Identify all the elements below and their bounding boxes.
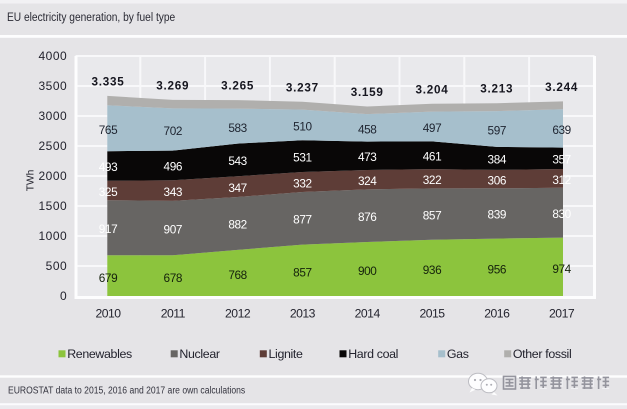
svg-text:2013: 2013 [290,307,316,321]
svg-text:384: 384 [488,153,507,167]
svg-text:1500: 1500 [38,199,67,213]
svg-text:1000: 1000 [38,229,67,243]
svg-text:877: 877 [293,213,311,227]
svg-text:956: 956 [488,263,507,277]
svg-text:3.204: 3.204 [416,83,449,96]
svg-text:583: 583 [228,121,247,135]
svg-text:500: 500 [46,259,68,273]
svg-text:917: 917 [99,222,117,236]
svg-text:543: 543 [228,154,247,168]
svg-text:876: 876 [358,210,377,224]
svg-text:Lignite: Lignite [269,347,304,361]
svg-text:312: 312 [552,173,570,187]
svg-text:2016: 2016 [484,307,510,321]
svg-text:Hard coal: Hard coal [348,347,398,361]
svg-text:3.159: 3.159 [351,86,384,99]
svg-text:496: 496 [164,160,183,174]
svg-text:839: 839 [488,208,506,222]
svg-text:2500: 2500 [38,139,67,153]
svg-text:493: 493 [99,160,118,174]
svg-text:Renewables: Renewables [67,347,132,361]
svg-text:2010: 2010 [95,307,121,321]
svg-text:332: 332 [293,176,311,190]
svg-text:2017: 2017 [549,307,575,321]
svg-text:EU electricity generation, by: EU electricity generation, by fuel type [7,11,175,24]
svg-text:768: 768 [228,268,247,282]
svg-text:765: 765 [99,123,118,137]
svg-text:473: 473 [358,150,377,164]
svg-text:974: 974 [552,262,571,276]
svg-text:357: 357 [552,153,570,167]
svg-text:3.244: 3.244 [545,81,578,94]
svg-text:830: 830 [552,207,571,221]
svg-text:4000: 4000 [38,49,67,63]
svg-text:EUROSTAT data to 2015, 2016 an: EUROSTAT data to 2015, 2016 and 2017 are… [8,384,245,396]
svg-text:3.335: 3.335 [92,75,125,88]
svg-text:3500: 3500 [38,79,67,93]
svg-text:678: 678 [164,271,183,285]
svg-text:639: 639 [552,123,570,137]
svg-text:3.265: 3.265 [221,80,254,93]
svg-text:347: 347 [228,181,246,195]
svg-text:2015: 2015 [419,307,445,321]
svg-text:936: 936 [423,263,442,277]
svg-text:531: 531 [293,150,311,164]
svg-text:3.269: 3.269 [156,79,189,92]
svg-text:3000: 3000 [38,109,67,123]
svg-text:2011: 2011 [161,307,186,321]
svg-text:324: 324 [358,174,377,188]
svg-text:2014: 2014 [355,307,381,321]
svg-text:857: 857 [423,208,441,222]
svg-text:Gas: Gas [447,347,469,361]
svg-text:2012: 2012 [225,307,251,321]
svg-text:343: 343 [164,185,183,199]
svg-text:Nuclear: Nuclear [179,347,219,361]
svg-text:458: 458 [358,123,377,137]
svg-text:907: 907 [164,222,182,236]
svg-text:497: 497 [423,121,441,135]
svg-text:325: 325 [99,185,118,199]
svg-text:Other fossil: Other fossil [513,347,571,361]
svg-text:597: 597 [488,124,506,138]
svg-text:461: 461 [423,150,441,164]
svg-text:510: 510 [293,120,312,134]
svg-text:0: 0 [60,289,67,303]
svg-text:2000: 2000 [38,169,67,183]
svg-text:900: 900 [358,264,377,278]
svg-text:3.213: 3.213 [480,83,513,96]
svg-text:882: 882 [228,218,246,232]
svg-text:702: 702 [164,124,182,138]
svg-text:322: 322 [423,173,441,187]
svg-text:TWh: TWh [26,170,37,192]
svg-text:3.237: 3.237 [286,81,319,94]
svg-text:679: 679 [99,271,117,285]
svg-text:306: 306 [488,174,507,188]
svg-text:857: 857 [293,266,311,280]
